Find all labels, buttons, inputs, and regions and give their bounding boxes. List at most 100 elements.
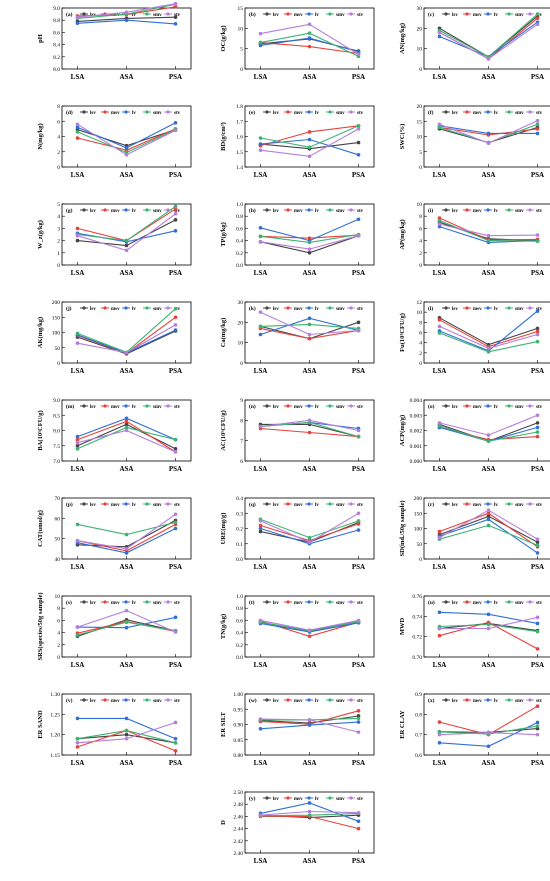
chart-panel: 0 5 10 15 LSA ASA PSA OC(g/kg) (b) lsv msv lv smv stv <box>220 6 375 81</box>
legend-label-msv: msv <box>294 797 303 802</box>
series-line-msv <box>77 316 176 354</box>
data-point-lv <box>307 137 312 142</box>
legend-label-lsv: lsv <box>90 209 96 214</box>
y-tick-label: 10 <box>55 594 61 600</box>
data-point-smv <box>124 728 129 733</box>
legend-marker-lsv <box>444 12 448 16</box>
data-point-smv <box>75 447 80 451</box>
chart-panel: 0 2 4 6 8 10 12 LSA ASA PSA Fu(10³CFU/g) (l) lsv msv l… <box>399 300 550 375</box>
data-point-stv <box>437 324 442 329</box>
legend-marker-msv <box>286 208 290 212</box>
legend-marker-msv <box>286 110 290 114</box>
data-point-smv <box>486 238 491 243</box>
x-tick-label: LSA <box>433 661 447 669</box>
legend-label-lv: lv <box>494 307 498 312</box>
y-tick-label: 8.0 <box>53 429 60 435</box>
y-tick-label: 9.0 <box>53 398 60 404</box>
y-tick-label: 0.9 <box>415 692 422 698</box>
panel-label: (p) <box>66 501 73 508</box>
data-point-lv <box>75 21 80 26</box>
legend-label-stv: stv <box>536 699 543 704</box>
y-axis-label: TN(g/kg) <box>220 614 227 639</box>
data-point-smv <box>486 523 491 528</box>
data-point-smv <box>75 633 80 637</box>
y-tick-label: 2 <box>57 643 60 649</box>
plot-frame <box>244 595 375 658</box>
data-point-lv <box>437 610 442 615</box>
data-point-smv <box>535 629 540 634</box>
y-tick-label: 60 <box>55 516 61 522</box>
x-tick-label: ASA <box>119 563 133 571</box>
legend-label-msv: msv <box>473 307 482 312</box>
legend-label-lsv: lsv <box>90 111 96 116</box>
x-tick-label: PSA <box>352 269 365 277</box>
x-tick-label: LSA <box>433 465 447 473</box>
data-point-stv <box>258 424 263 429</box>
legend-marker-msv <box>103 306 107 310</box>
x-tick-label: ASA <box>481 465 495 473</box>
y-tick-label: 0.2 <box>236 527 243 533</box>
y-tick-label: 1.00 <box>233 692 243 698</box>
y-tick-label: 8.5 <box>53 413 60 419</box>
legend-label-lv: lv <box>132 699 136 704</box>
data-point-smv <box>124 425 129 430</box>
legend-marker-lv <box>486 404 490 408</box>
y-tick-label: 0 <box>419 165 422 171</box>
y-tick-label: 2 <box>419 251 422 257</box>
legend-label-msv: msv <box>294 209 303 214</box>
panel-label: (h) <box>249 207 256 214</box>
legend-label-smv: smv <box>515 405 524 410</box>
y-tick-label: 2.40 <box>233 851 243 857</box>
x-tick-label: PSA <box>531 465 544 473</box>
x-tick-label: ASA <box>119 661 133 669</box>
x-tick-label: PSA <box>352 171 365 179</box>
legend-label-lsv: lsv <box>273 405 279 410</box>
data-point-lv <box>307 723 312 727</box>
x-tick-label: PSA <box>352 857 365 865</box>
chart-panel: 0.000 0.001 0.002 0.003 0.004 LSA ASA PSA ACP(mg… <box>399 398 550 473</box>
data-point-msv <box>75 437 80 442</box>
y-axis-label: ER SAND <box>37 710 44 739</box>
legend-label-msv: msv <box>111 601 120 606</box>
y-tick-label: 1.5 <box>236 150 243 156</box>
y-tick-label: 0 <box>419 67 422 73</box>
legend-marker-msv <box>465 698 469 702</box>
data-point-lv <box>173 229 178 233</box>
data-point-stv <box>356 328 361 333</box>
data-point-lsv <box>535 326 540 331</box>
chart-panel: 1.4 1.5 1.6 1.7 1.8 LSA ASA PSA BD(g/cm³) (e) lsv m… <box>220 104 375 179</box>
legend-marker-smv <box>328 698 332 702</box>
data-point-lv <box>124 625 129 630</box>
chart-panel: 0.6 0.7 0.8 0.9 LSA ASA PSA ER CLAY (x) lsv msv lv s… <box>399 692 550 767</box>
x-tick-label: PSA <box>531 759 544 767</box>
panel-label: (a) <box>66 11 73 18</box>
legend-label-msv: msv <box>473 209 482 214</box>
y-tick-label: 0.2 <box>236 643 243 649</box>
legend-marker-smv <box>145 110 149 114</box>
series-line-stv <box>77 513 176 550</box>
y-tick-label: 1.25 <box>50 712 60 718</box>
legend-marker-lv <box>307 698 311 702</box>
y-axis-label: N(mg/kg) <box>37 123 44 149</box>
y-tick-label: 5 <box>419 150 422 156</box>
y-tick-label: 4 <box>57 135 60 141</box>
data-point-stv <box>124 736 129 741</box>
legend-label-msv: msv <box>473 13 482 18</box>
y-tick-label: 9 <box>240 398 243 404</box>
legend-marker-smv <box>145 208 149 212</box>
legend-marker-lv <box>486 698 490 702</box>
y-tick-label: 0.0 <box>236 557 243 563</box>
chart-panel: 0.0 0.2 0.4 0.6 0.8 1.0 LSA ASA PSA TN(g/kg) (t) ls… <box>220 594 375 669</box>
data-point-lsv <box>124 422 129 427</box>
y-tick-label: 1 <box>57 251 60 257</box>
data-point-stv <box>535 537 540 541</box>
series-line-lsv <box>439 317 538 346</box>
y-axis-label: Ca(mg/kg) <box>220 318 227 348</box>
x-tick-label: ASA <box>302 171 316 179</box>
y-tick-label: 6 <box>419 226 422 232</box>
data-point-stv <box>437 535 442 540</box>
legend-label-lv: lv <box>132 503 136 508</box>
plot-frame <box>244 301 375 364</box>
